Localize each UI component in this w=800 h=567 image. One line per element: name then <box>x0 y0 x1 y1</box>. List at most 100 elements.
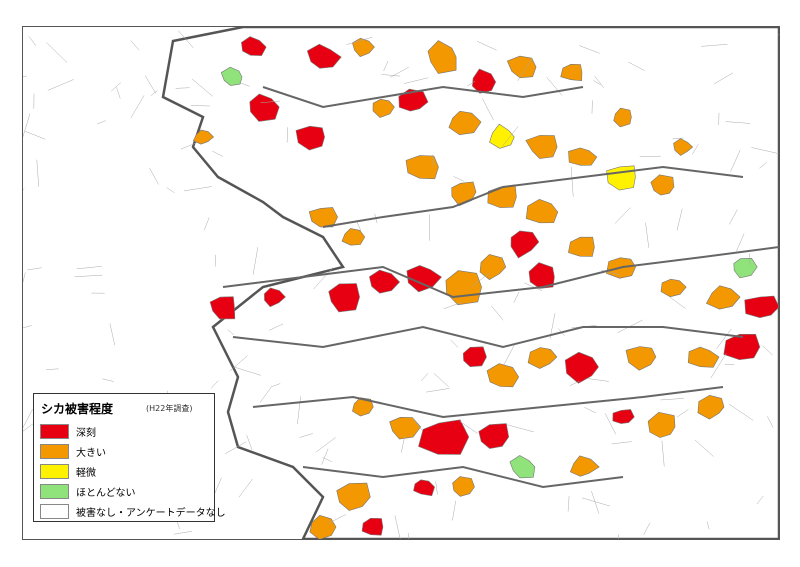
boundary-line <box>315 437 336 453</box>
municipality-patch <box>241 36 267 56</box>
boundary-line <box>452 500 456 521</box>
boundary-line <box>748 253 751 266</box>
boundary-line <box>178 30 194 49</box>
legend-swatch-large <box>40 444 69 459</box>
boundary-line <box>433 373 449 387</box>
boundary-line <box>459 421 478 434</box>
deer-damage-map[interactable] <box>23 27 779 539</box>
boundary-line <box>676 208 683 231</box>
municipality-patch <box>744 295 779 319</box>
boundary-line <box>730 149 741 172</box>
boundary-line <box>190 105 210 107</box>
boundary-line <box>327 514 347 525</box>
district-boundary <box>232 325 744 349</box>
boundary-line <box>390 66 409 78</box>
boundary-line <box>759 162 767 169</box>
municipality-patch <box>192 129 215 145</box>
boundary-line <box>593 80 601 85</box>
municipality-patch <box>405 155 439 180</box>
municipality-patch <box>650 174 675 196</box>
municipality-patch <box>389 416 422 440</box>
boundary-line <box>23 272 26 283</box>
municipality-patch <box>264 287 286 308</box>
boundary-line <box>313 267 334 290</box>
boundary-line <box>412 417 423 431</box>
legend-swatch-minor <box>40 464 69 479</box>
boundary-line <box>238 81 250 87</box>
boundary-line <box>751 147 779 154</box>
municipality-patch <box>369 269 401 294</box>
municipality-patch <box>527 347 558 369</box>
boundary-line <box>503 342 516 365</box>
boundary-line <box>450 339 459 348</box>
boundary-line <box>517 57 533 81</box>
boundary-line <box>506 424 534 433</box>
boundary-line <box>109 323 116 346</box>
municipality-patch <box>489 123 515 149</box>
district-boundary <box>222 246 779 299</box>
legend-item-none: 被害なし・アンケートデータなし <box>40 504 226 519</box>
boundary-line <box>594 75 605 89</box>
legend-note: (H22年調査) <box>146 404 193 413</box>
boundary-line <box>502 126 519 147</box>
district-boundary <box>302 465 624 489</box>
municipality-patch <box>308 207 338 228</box>
municipality-patch <box>462 346 487 368</box>
boundary-line <box>672 137 684 140</box>
municipality-patch <box>352 37 375 58</box>
district-boundary <box>262 85 584 109</box>
boundary-line <box>639 155 661 157</box>
municipality-patch <box>697 394 725 420</box>
municipality-patch <box>510 230 540 259</box>
boundary-line <box>286 127 288 143</box>
boundary-line <box>268 323 284 331</box>
boundary-line <box>692 144 699 155</box>
municipality-patch <box>723 334 761 361</box>
boundary-line <box>403 77 429 84</box>
municipality-patch <box>705 285 741 310</box>
boundary-line <box>660 398 685 401</box>
boundary-line <box>426 388 450 393</box>
boundary-line <box>584 407 597 414</box>
boundary-line <box>694 439 714 457</box>
boundary-line <box>467 80 476 87</box>
boundary-line <box>299 433 313 438</box>
municipality-patch <box>361 517 384 536</box>
municipality-patch <box>479 254 507 280</box>
municipality-patch <box>509 455 536 479</box>
boundary-line <box>356 220 362 231</box>
boundary-line <box>383 60 389 71</box>
boundary-line <box>238 478 253 498</box>
boundary-line <box>756 495 764 505</box>
boundary-line <box>233 366 261 376</box>
boundary-line <box>149 167 159 185</box>
boundary-line <box>116 87 121 99</box>
municipality-patch <box>560 63 583 82</box>
boundary-line <box>23 113 31 138</box>
municipality-patch <box>452 476 475 497</box>
municipality-patch <box>427 40 457 74</box>
boundary-line <box>645 222 650 248</box>
municipality-patch <box>328 283 360 313</box>
boundary-line <box>23 188 25 190</box>
boundary-line <box>701 44 728 47</box>
legend-item-severe: 深刻 <box>40 424 210 439</box>
district-boundary <box>252 386 724 419</box>
boundary-line <box>628 61 645 71</box>
boundary-line <box>150 90 158 96</box>
legend-swatch-none <box>40 504 69 519</box>
boundary-line <box>346 36 373 45</box>
municipality-patch <box>220 66 243 86</box>
boundary-line <box>643 522 651 535</box>
boundary-line <box>581 497 610 507</box>
municipality-patch <box>249 93 280 122</box>
boundary-line <box>321 448 329 465</box>
boundary-line <box>579 45 600 54</box>
municipality-patch <box>613 107 632 128</box>
boundary-line <box>569 380 580 386</box>
boundary-line <box>614 207 631 224</box>
boundary-line <box>728 403 754 421</box>
boundary-line <box>210 380 219 389</box>
boundary-line <box>203 217 210 231</box>
boundary-line <box>111 82 121 92</box>
